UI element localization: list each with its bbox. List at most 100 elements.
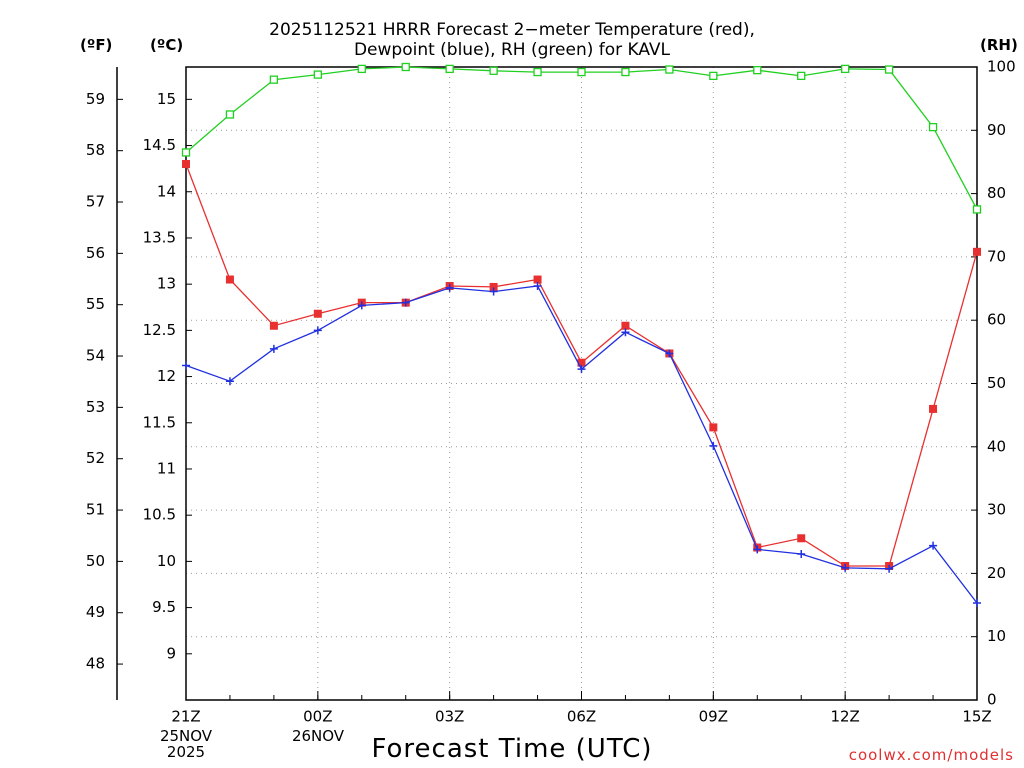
- rh-tick-label: 0: [987, 691, 997, 709]
- rh-point: [665, 65, 674, 74]
- fahrenheit-tick-label: 52: [86, 449, 105, 467]
- date-label-26nov: 26NOV: [278, 728, 358, 744]
- temperature-point: [577, 358, 586, 367]
- rh-point: [972, 205, 982, 214]
- fahrenheit-tick-label: 53: [86, 398, 105, 416]
- x-axis-title: Forecast Time (UTC): [371, 734, 653, 764]
- rh-tick-label: 20: [987, 564, 1006, 582]
- rh-point: [489, 66, 498, 75]
- rh-point: [709, 71, 718, 81]
- date-label-day: 25NOV: [159, 727, 213, 745]
- rh-point: [533, 67, 542, 77]
- celsius-tick-label: 10: [157, 552, 176, 570]
- rh-tick-label: 10: [987, 627, 1006, 645]
- temperature-point: [313, 309, 322, 318]
- temperature-point: [973, 247, 981, 256]
- fahrenheit-tick-label: 59: [86, 90, 105, 108]
- celsius-tick-label: 9: [166, 644, 176, 662]
- fahrenheit-tick-label: 48: [86, 655, 105, 673]
- rh-point: [621, 67, 630, 77]
- temperature-point: [489, 282, 498, 291]
- temperature-point: [182, 160, 190, 169]
- rh-tick-label: 30: [987, 501, 1006, 519]
- x-tick-label: 12Z: [830, 708, 859, 726]
- fahrenheit-tick-label: 57: [86, 193, 105, 211]
- dewpoint-point: [357, 301, 366, 310]
- celsius-tick-label: 15: [157, 90, 176, 108]
- dewpoint-point: [313, 326, 322, 335]
- x-tick-label: 09Z: [699, 708, 728, 726]
- dewpoint-point: [445, 283, 454, 292]
- dewpoint-point: [533, 282, 542, 291]
- temperature-point: [929, 404, 938, 413]
- dewpoint-point: [709, 441, 718, 450]
- rh-point: [753, 66, 762, 75]
- fahrenheit-tick-label: 50: [86, 552, 105, 570]
- fahrenheit-unit-label: (ºF): [80, 36, 113, 54]
- x-tick-label: 06Z: [567, 708, 596, 726]
- celsius-tick-label: 13.5: [143, 228, 176, 246]
- rh-tick-label: 90: [987, 121, 1006, 139]
- rh-point: [181, 148, 191, 157]
- dewpoint-point: [973, 598, 981, 607]
- dewpoint-point: [885, 564, 894, 573]
- dewpoint-point: [401, 298, 410, 307]
- rh-line: [185, 66, 978, 210]
- celsius-unit-label: (ºC): [150, 36, 184, 54]
- rh-tick-label: 40: [987, 437, 1006, 455]
- x-tick-label: 00Z: [303, 708, 332, 726]
- rh-point: [841, 64, 850, 74]
- celsius-tick-label: 10.5: [143, 506, 176, 524]
- rh-tick-label: 60: [987, 311, 1006, 329]
- dewpoint-point: [753, 545, 762, 554]
- dewpoint-point: [841, 563, 850, 572]
- celsius-tick-label: 11: [157, 459, 176, 477]
- fahrenheit-tick-label: 58: [86, 141, 105, 159]
- celsius-tick-label: 9.5: [152, 598, 176, 616]
- rh-unit-label: (RH): [980, 36, 1018, 54]
- dewpoint-line: [185, 285, 978, 604]
- rh-point: [797, 71, 806, 81]
- temperature-point: [621, 321, 630, 330]
- rh-point: [445, 64, 454, 74]
- fahrenheit-tick-label: 49: [86, 603, 105, 621]
- fahrenheit-tick-label: 54: [86, 347, 105, 365]
- celsius-tick-label: 14: [157, 182, 176, 200]
- rh-point: [269, 75, 279, 84]
- temperature-point: [797, 534, 806, 543]
- rh-point: [928, 122, 938, 132]
- rh-tick-label: 70: [987, 247, 1006, 265]
- dewpoint-point: [269, 344, 278, 353]
- temperature-point: [709, 423, 718, 432]
- rh-point: [401, 62, 410, 72]
- date-label-day: 26NOV: [291, 727, 345, 745]
- temperature-point: [533, 275, 542, 284]
- rh-point: [225, 110, 235, 119]
- celsius-tick-label: 12: [157, 367, 176, 385]
- dewpoint-point: [929, 541, 938, 550]
- date-label-year: 2025: [166, 743, 206, 761]
- dewpoint-point: [225, 377, 234, 386]
- dewpoint-point: [621, 328, 630, 337]
- chart-title-line1: 2025112521 HRRR Forecast 2−meter Tempera…: [269, 20, 755, 40]
- fahrenheit-tick-label: 56: [86, 244, 105, 262]
- rh-tick-label: 50: [987, 374, 1006, 392]
- dewpoint-point: [797, 549, 806, 558]
- x-tick-label: 21Z: [171, 708, 200, 726]
- rh-point: [313, 70, 322, 79]
- rh-point: [357, 64, 366, 74]
- dewpoint-point: [577, 365, 586, 374]
- rh-tick-label: 100: [987, 58, 1016, 76]
- rh-point: [577, 67, 586, 77]
- credit-link[interactable]: coolwx.com/models: [848, 746, 1014, 764]
- dewpoint-point: [665, 349, 674, 358]
- dewpoint-point: [182, 361, 190, 370]
- fahrenheit-tick-label: 55: [86, 295, 105, 313]
- temperature-point: [225, 275, 234, 284]
- celsius-tick-label: 14.5: [143, 136, 176, 154]
- fahrenheit-tick-label: 51: [86, 501, 105, 519]
- rh-tick-label: 80: [987, 184, 1006, 202]
- x-tick-label: 15Z: [962, 708, 991, 726]
- dewpoint-point: [489, 287, 498, 296]
